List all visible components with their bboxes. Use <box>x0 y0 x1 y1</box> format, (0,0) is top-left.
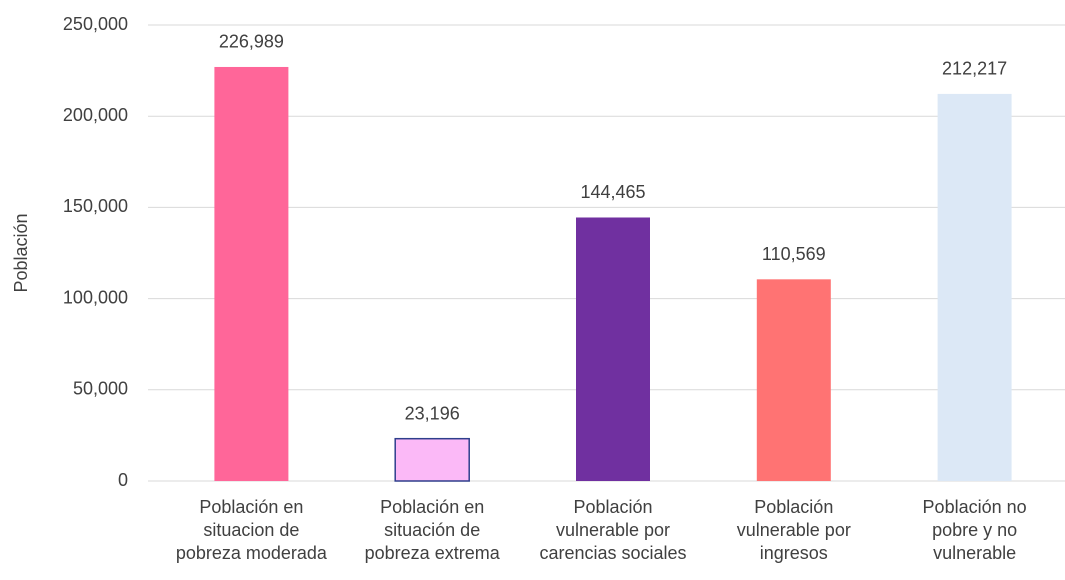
x-tick-label: Población vulnerable por ingresos <box>736 497 851 563</box>
value-label: 144,465 <box>580 182 645 202</box>
bar <box>937 93 1012 481</box>
bar <box>576 217 650 481</box>
x-tick-label: Población no pobre y no vulnerable <box>922 497 1027 563</box>
x-tick-label: Población en situación de pobreza extrem… <box>364 497 500 563</box>
x-tick-label: Población vulnerable por carencias socia… <box>539 497 687 563</box>
bar <box>394 437 470 482</box>
y-tick-label: 250,000 <box>63 14 128 34</box>
y-tick-label: 150,000 <box>63 196 128 216</box>
bar <box>756 279 831 481</box>
y-tick-label: 0 <box>118 470 128 490</box>
y-axis-label: Población <box>11 213 31 292</box>
value-label: 212,217 <box>942 59 1007 79</box>
value-label: 226,989 <box>219 32 284 52</box>
y-tick-label: 200,000 <box>63 105 128 125</box>
bar <box>214 66 289 482</box>
y-tick-label: 100,000 <box>63 287 128 307</box>
value-label: 23,196 <box>405 403 460 423</box>
value-label: 110,569 <box>762 244 826 264</box>
y-tick-label: 50,000 <box>73 379 128 399</box>
x-tick-label: Población en situacion de pobreza modera… <box>175 497 327 563</box>
